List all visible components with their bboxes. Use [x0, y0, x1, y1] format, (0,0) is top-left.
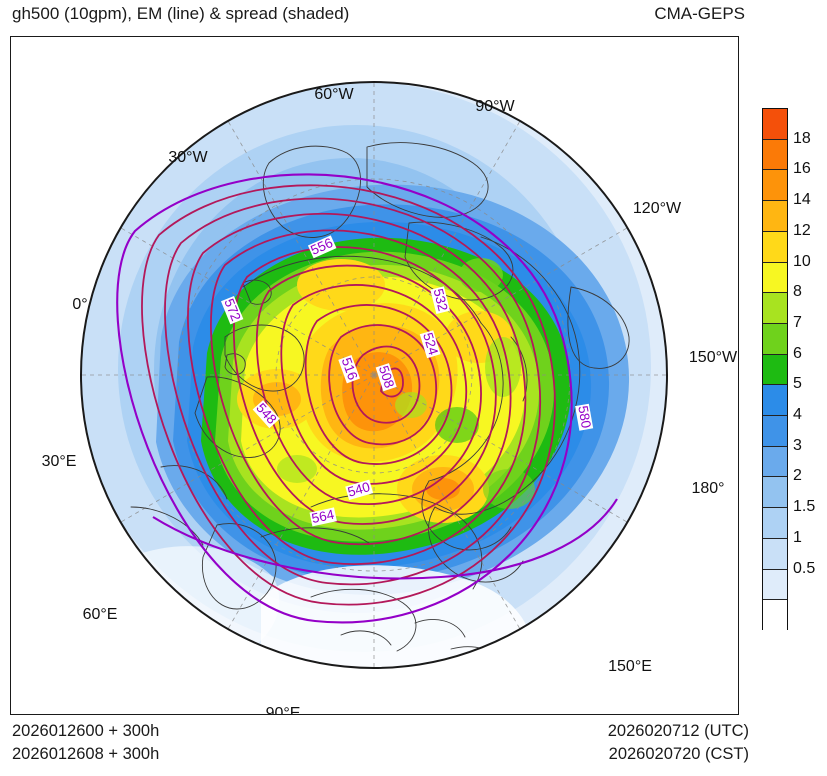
colorbar-band [763, 508, 787, 539]
colorbar-tick: 18 [793, 129, 811, 147]
colorbar-band [763, 385, 787, 417]
contour-lines [141, 184, 556, 606]
chart-footer: 2026012600 + 300h 2026012608 + 300h 2026… [0, 722, 827, 776]
colorbar-band [763, 262, 787, 294]
lon-label-120W: 120°W [632, 200, 682, 217]
chart-title: gh500 (10gpm), EM (line) & spread (shade… [12, 4, 350, 23]
valid-time-utc: 2026020712 (UTC) [607, 722, 749, 740]
colorbar-band [763, 477, 787, 509]
colorbar-tick-labels: 18 16 14 12 10 8 7 6 5 4 3 2 1.5 1 0.5 [793, 108, 827, 630]
valid-time-cst: 2026020720 (CST) [608, 745, 749, 763]
init-time-line-2: 2026012608 + 300h [12, 745, 160, 763]
lon-label-30W: 30°W [168, 149, 208, 166]
colorbar-band [763, 538, 787, 570]
lon-label-60W: 60°W [314, 86, 354, 103]
chart-header: gh500 (10gpm), EM (line) & spread (shade… [0, 0, 827, 34]
colorbar-tick: 1 [793, 528, 802, 546]
lon-label-150E: 150°E [608, 658, 652, 675]
colorbar-band [763, 109, 787, 140]
colorbar-band [763, 170, 787, 202]
model-label: CMA-GEPS [654, 4, 745, 23]
colorbar-band [763, 201, 787, 232]
colorbar-tick: 1.5 [793, 498, 816, 516]
colorbar-tick: 10 [793, 252, 811, 270]
contour-line-outer-south [152, 498, 618, 580]
colorbar-band [763, 416, 787, 447]
colorbar-tick: 4 [793, 406, 802, 424]
spread-colorbar [762, 108, 788, 631]
contour-label-580: 580 [574, 403, 594, 431]
globe-outline [80, 81, 668, 669]
colorbar-tick: 3 [793, 436, 802, 454]
lon-label-60E: 60°E [82, 606, 118, 623]
colorbar-band [763, 293, 787, 324]
colorbar-band [763, 231, 787, 263]
colorbar-tick: 14 [793, 191, 811, 209]
colorbar-tick: 12 [793, 221, 811, 239]
colorbar-band [763, 569, 787, 601]
lon-label-30E: 30°E [41, 453, 77, 470]
map-stage: 60°W 90°W 120°W 150°W 180° 150°E 120°E 9… [11, 37, 738, 714]
lon-label-180: 180° [691, 480, 725, 497]
colorbar-tick: 0.5 [793, 559, 816, 577]
contour-line-580 [116, 173, 573, 624]
colorbar-band [763, 354, 787, 386]
colorbar-tick: 6 [793, 344, 802, 362]
colorbar-band [763, 600, 787, 631]
colorbar-tick: 5 [793, 375, 802, 393]
colorbar-tick: 16 [793, 160, 811, 178]
polar-stereographic-map [80, 81, 668, 669]
colorbar-band [763, 446, 787, 478]
colorbar-band [763, 139, 787, 171]
lon-label-90W: 90°W [475, 98, 515, 115]
colorbar-band [763, 323, 787, 355]
lon-label-90E: 90°E [265, 705, 301, 715]
colorbar-tick: 7 [793, 313, 802, 331]
map-plot-area: 60°W 90°W 120°W 150°W 180° 150°E 120°E 9… [10, 36, 739, 715]
init-time-line-1: 2026012600 + 300h [12, 722, 160, 740]
colorbar-tick: 2 [793, 467, 802, 485]
lon-label-150W: 150°W [688, 349, 738, 366]
colorbar-tick: 8 [793, 283, 802, 301]
lon-label-0: 0° [72, 296, 88, 313]
